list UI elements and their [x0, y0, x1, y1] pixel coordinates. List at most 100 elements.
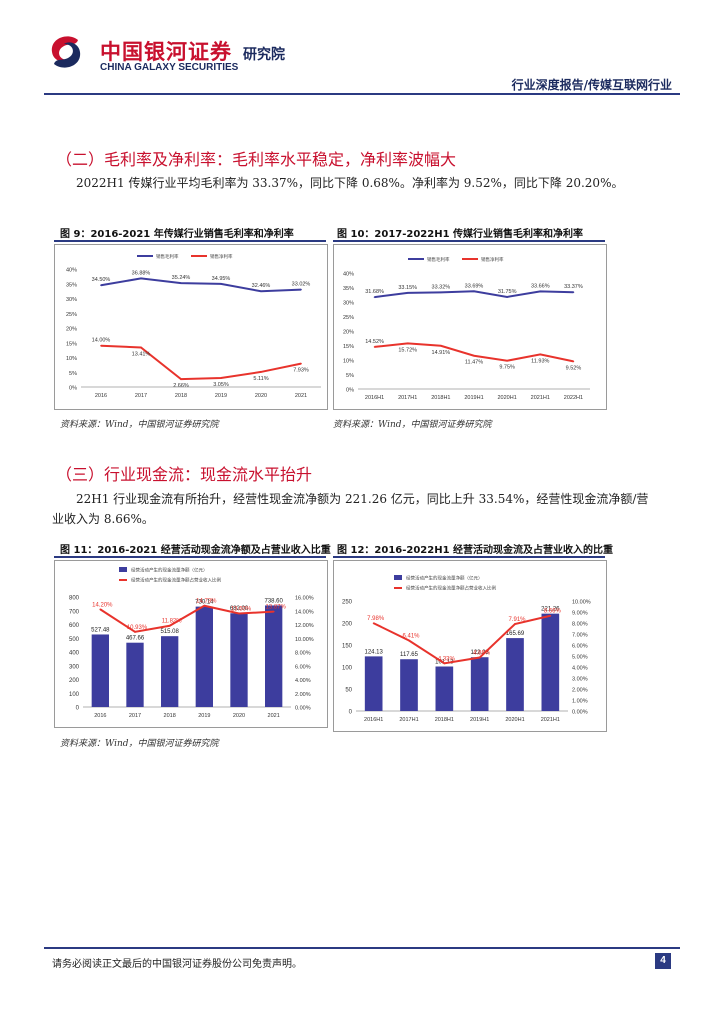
data-label: 33.15% [398, 285, 417, 291]
footer-disclaimer: 请务必阅读正文最后的中国银河证券股份公司免责声明。 [52, 959, 302, 970]
ratio-label: 7.98% [367, 616, 385, 622]
x-tick-label: 2019H1 [470, 717, 489, 723]
y-left-tick-label: 700 [69, 609, 80, 615]
galaxy-logo-icon [51, 36, 81, 68]
data-point [220, 283, 222, 285]
data-label: 33.02% [292, 282, 311, 288]
legend-label-line: 经营活动产生的现金流量净额占营业收入比例 [131, 577, 221, 584]
y-tick-label: 25% [343, 315, 354, 321]
ratio-point [134, 630, 136, 633]
x-tick-label: 2016H1 [364, 717, 383, 723]
bar [435, 666, 454, 711]
data-label: 14.00% [92, 338, 111, 344]
y-tick-label: 20% [66, 327, 77, 333]
legend-label-bars: 经营活动产生的现金流量净额（亿元） [131, 567, 208, 574]
bar [364, 656, 383, 711]
y-left-tick-label: 200 [69, 678, 80, 684]
data-point [260, 290, 262, 293]
y-right-tick-label: 12.00% [295, 623, 314, 629]
section-title-margins: （二）毛利率及净利率：毛利率水平稳定，净利率波幅大 [56, 150, 457, 169]
data-label: 15.72% [398, 347, 417, 353]
data-point [440, 344, 442, 347]
data-label: 2.66% [173, 383, 189, 389]
legend-label: 销售净利率 [481, 256, 504, 263]
y-right-tick-label: 4.00% [295, 678, 311, 684]
data-point [100, 284, 102, 287]
ratio-point [514, 623, 516, 625]
bar [161, 636, 179, 707]
bar [470, 657, 489, 711]
y-right-tick-label: 2.00% [295, 692, 311, 698]
data-point [260, 371, 262, 373]
y-tick-label: 40% [66, 268, 77, 274]
legend-label: 销售毛利率 [156, 253, 179, 260]
ratio-label: 4.86% [473, 651, 491, 657]
bar-value-label: 527.48 [91, 627, 110, 633]
y-tick-label: 0% [69, 386, 77, 392]
data-label: 33.66% [531, 283, 550, 289]
figure-12-title: 图 12：2016-2022H1 经营活动现金流及占营业收入的比重 [337, 545, 614, 556]
data-point [406, 292, 409, 294]
bar-value-label: 122.23 [470, 650, 489, 656]
x-tick-label: 2020H1 [498, 395, 517, 401]
figure-10-svg: 0% 5% 10% 15% 20% 25% 30% 35% 40% 2016H1 2017H1 201… [343, 256, 590, 401]
section-paragraph-margins: 2022H1 传媒行业平均毛利率为 33.37%，同比下降 0.68%。净利率为… [76, 176, 624, 190]
data-label: 34.95% [212, 276, 231, 282]
y-left-tick-label: 200 [342, 622, 353, 628]
data-point [373, 346, 376, 348]
data-point [140, 277, 142, 280]
x-tick-label: 2021 [295, 393, 307, 399]
page-number: 4 [655, 953, 671, 969]
legend-label: 销售净利率 [210, 253, 233, 260]
x-tick-label: 2022H1 [564, 395, 583, 401]
ratio-point [99, 608, 102, 611]
data-point [473, 354, 475, 357]
figure-11-title: 图 11：2016-2021 经营活动现金流净额及占营业收入比重 [60, 545, 331, 556]
y-left-tick-label: 150 [342, 644, 353, 650]
figure-11-chart: 0 100 200 300 400 500 600 700 800 0.00% 2.00% 4.00%… [54, 560, 328, 728]
data-point [180, 282, 182, 284]
ratio-point [408, 639, 410, 642]
data-label: 3.05% [213, 382, 229, 388]
x-tick-label: 2018H1 [435, 717, 454, 723]
y-left-tick-label: 0 [349, 710, 353, 716]
figure-9-chart: 0% 5% 10% 15% 20% 25% 30% 35% 40% 2016 2017 2018 201… [54, 244, 328, 410]
x-tick-label: 2019H1 [464, 395, 483, 401]
y-right-tick-label: 8.00% [572, 622, 588, 628]
brand-name-en: CHINA GALAXY SECURITIES [100, 62, 239, 73]
ratio-point [443, 662, 446, 665]
x-tick-label: 2021 [268, 713, 280, 719]
data-point [300, 288, 302, 291]
y-tick-label: 30% [343, 301, 354, 307]
ratio-line [99, 604, 274, 633]
y-right-tick-label: 6.00% [572, 644, 588, 650]
data-point [572, 360, 575, 363]
section-title-cashflow: （三）行业现金流：现金流水平抬升 [56, 465, 313, 484]
data-label: 5.11% [253, 376, 268, 382]
figure-12-chart: 0 50 100 150 200 250 0.00% 1.00% 2.00% 3.00% 4.00%… [333, 560, 607, 732]
y-tick-label: 15% [66, 341, 77, 347]
ratio-label: 14.73% [196, 599, 217, 605]
brand-institute: 研究院 [243, 47, 285, 63]
ratio-point [168, 624, 171, 627]
y-tick-label: 0% [346, 388, 354, 394]
x-tick-label: 2021H1 [541, 717, 560, 723]
bar-value-label: 221.26 [541, 607, 560, 613]
data-label: 9.75% [499, 365, 515, 371]
data-label: 32.46% [252, 283, 271, 289]
figure-9-title: 图 9：2016-2021 年传媒行业销售毛利率和净利率 [60, 229, 294, 240]
y-right-tick-label: 4.00% [572, 666, 588, 672]
x-tick-label: 2017H1 [399, 717, 418, 723]
x-tick-label: 2020 [255, 393, 267, 399]
data-label: 11.93% [531, 358, 549, 364]
y-right-tick-label: 16.00% [295, 596, 314, 602]
bar [126, 642, 144, 707]
data-point [572, 291, 575, 294]
ratio-label: 6.41% [402, 633, 420, 639]
figure-11-12-source: 资料来源：Wind，中国银河证券研究院 [60, 739, 219, 749]
section-paragraph-cashflow: 22H1 行业现金流有所抬升，经营性现金流净额为 221.26 亿元，同比上升 … [52, 492, 649, 526]
ratio-label: 7.91% [508, 617, 526, 623]
data-label: 9.52% [566, 365, 582, 371]
figure-9-rule [54, 240, 326, 242]
legend-swatch-bars [119, 567, 127, 572]
